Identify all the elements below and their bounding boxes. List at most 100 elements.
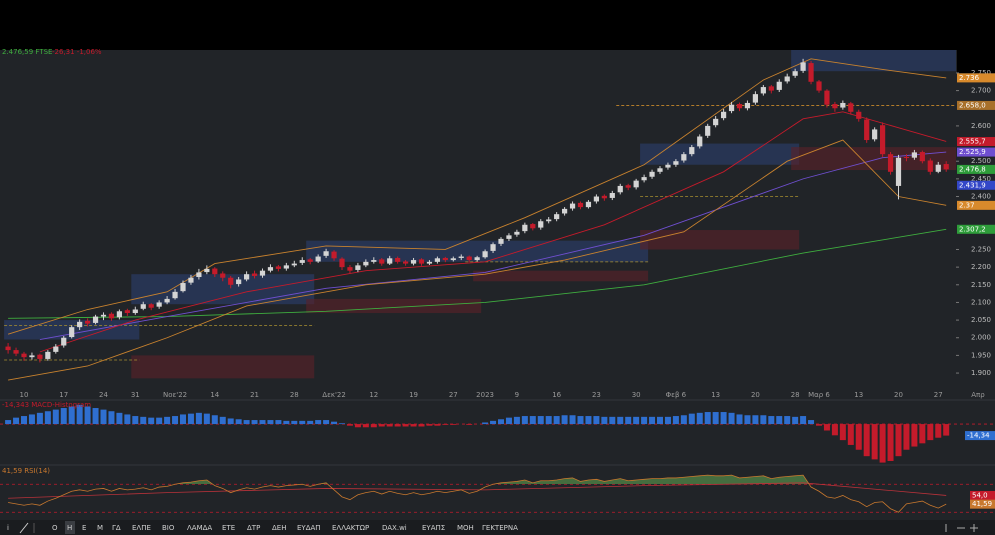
toolbar-item[interactable]: ΕΥΑΠΣ [422, 524, 445, 532]
candle-body [100, 314, 107, 317]
candle-body [331, 251, 337, 259]
toolbar-item[interactable]: ΛΑΜΔΑ [187, 524, 212, 532]
macd-bar [28, 414, 35, 425]
x-tick-label: 12 [369, 391, 378, 399]
candle-body [522, 224, 528, 232]
macd-bar [315, 420, 322, 425]
macd-bar [696, 412, 703, 425]
rsi-marker-label: 41,59 [972, 500, 992, 508]
x-tick-label: Δεκ'22 [322, 391, 346, 399]
y-tick-label: 2.050 [971, 316, 991, 324]
x-tick-label: 13 [711, 391, 720, 399]
toolbar-item[interactable]: ΜΟΗ [457, 524, 474, 532]
macd-bar [521, 416, 528, 425]
rsi-label: 41,59 RSI(14) [2, 467, 50, 475]
macd-bar [418, 424, 425, 427]
toolbar-item[interactable]: ΕΛΛΑΚΤΩΡ [332, 524, 369, 532]
macd-bar [156, 417, 163, 425]
rsi-marker [970, 499, 995, 509]
macd-bar [362, 424, 369, 428]
x-tick-label: 27 [934, 391, 943, 399]
toolbar-item[interactable]: ΓΔ [112, 524, 121, 532]
candle-body [880, 125, 886, 155]
macd-bar [871, 424, 878, 460]
macd-bar [736, 414, 743, 425]
x-tick-label: 13 [854, 391, 863, 399]
macd-bar [132, 416, 139, 425]
macd-bar [203, 413, 210, 425]
toolbar-item[interactable]: Μ [97, 524, 103, 532]
candle-body [92, 316, 99, 323]
candle-body [339, 258, 345, 268]
candle-body [808, 63, 814, 82]
candle-body [108, 313, 115, 319]
candle-body [872, 129, 878, 140]
toolbar-active [65, 521, 75, 534]
toolbar-item[interactable]: ΕΤΕ [222, 524, 235, 532]
price-marker [957, 224, 995, 234]
candle-body [196, 272, 202, 278]
macd-bar [52, 409, 59, 425]
candle-body [410, 260, 417, 264]
candle-body [514, 231, 520, 235]
macd-bar [211, 415, 218, 425]
y-tick-label: 2.250 [971, 245, 991, 253]
macd-bar [267, 420, 274, 425]
macd-bar [633, 416, 640, 425]
candle-body [466, 256, 472, 261]
x-tick-label: 30 [632, 391, 641, 399]
macd-bar [148, 417, 155, 425]
rsi-signal-line [8, 482, 947, 499]
top-bar [0, 0, 995, 50]
candle-body [490, 244, 496, 251]
info-icon[interactable]: ⅰ [7, 524, 9, 532]
candle-body [387, 258, 393, 264]
toolbar-item[interactable]: ΓΕΚΤΕΡΝΑ [482, 524, 518, 532]
candle-body [554, 214, 560, 220]
candle-body [816, 81, 822, 91]
toolbar-item[interactable]: Ο [52, 524, 58, 532]
overlay-line [7, 58, 947, 335]
x-tick-label: 20 [751, 391, 760, 399]
candle-body [172, 291, 178, 299]
macd-bar [664, 416, 671, 425]
candle-body [569, 203, 576, 209]
x-tick-label: 19 [409, 391, 418, 399]
toolbar-item[interactable]: ΔΕΗ [272, 524, 286, 532]
candle-body [530, 224, 536, 229]
candle-body [236, 279, 242, 285]
toolbar-item[interactable]: Η [67, 524, 72, 532]
candle-body [307, 259, 313, 262]
macd-bar [879, 424, 886, 463]
macd-bar [792, 416, 799, 425]
toolbar-item[interactable]: DAX.wi [382, 524, 407, 532]
candle-body [13, 350, 19, 354]
toolbar-item[interactable]: ΕΥΔΑΠ [297, 524, 321, 532]
candle-body [5, 346, 11, 351]
toolbar-item[interactable]: ΕΛΠΕ [132, 524, 151, 532]
candle-body [617, 185, 623, 193]
macd-bar [720, 412, 727, 425]
candle-body [689, 147, 695, 155]
draw-icon[interactable] [19, 522, 29, 534]
toolbar-item[interactable]: ΔΤΡ [247, 524, 260, 532]
candle-body [562, 208, 568, 214]
y-tick-label: 2.200 [971, 263, 991, 271]
toolbar-item[interactable]: ΒΙΟ [162, 524, 175, 532]
y-tick-label: 2.500 [971, 157, 991, 165]
candle-body [546, 219, 552, 222]
candle-body [498, 238, 504, 244]
rsi-panel: 54,041,59 [0, 474, 995, 513]
toolbar-item[interactable]: Ε [82, 524, 86, 532]
macd-bar [839, 424, 846, 441]
macd-bar [442, 424, 449, 425]
candle-body [792, 71, 798, 76]
candle-body [251, 273, 258, 276]
candle-body [673, 161, 679, 165]
price-marker [957, 164, 995, 174]
candle-body [458, 256, 464, 258]
candle-body [935, 164, 941, 172]
candle-body [943, 164, 949, 170]
zone [306, 240, 649, 262]
